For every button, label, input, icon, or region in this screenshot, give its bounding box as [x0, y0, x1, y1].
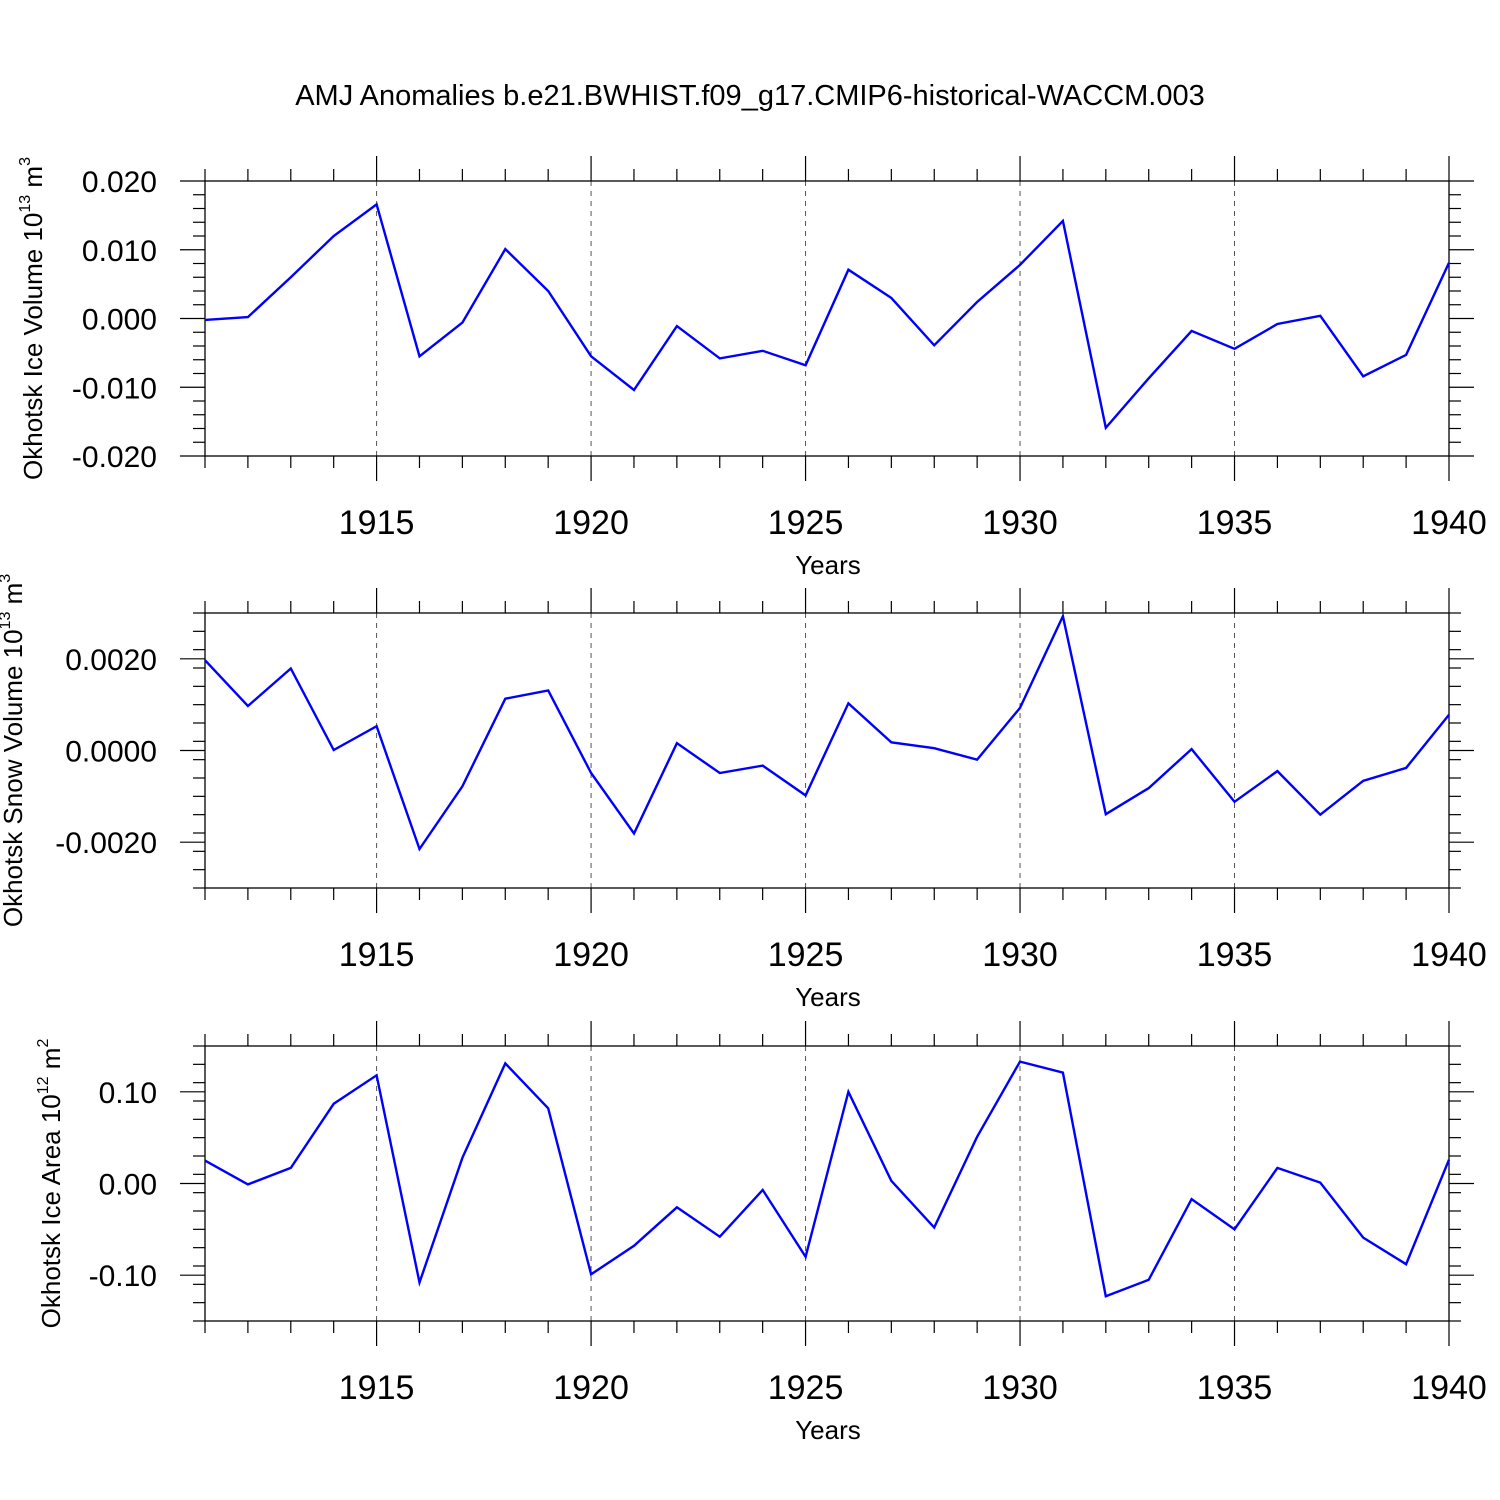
x-tick-label: 1935 [1197, 1369, 1273, 1407]
series-line [204, 1060, 1451, 1298]
x-tick-label: 1940 [1411, 1369, 1487, 1407]
y-axis-label-unit: m [0, 583, 28, 612]
x-tick-label: 1925 [768, 1369, 844, 1407]
y-tick-label: 0.0000 [65, 736, 157, 769]
x-tick-label: 1940 [1411, 504, 1487, 542]
y-tick-label: 0.0020 [65, 644, 157, 677]
x-tick-label: 1930 [982, 1369, 1058, 1407]
y-axis-label: Okhotsk Ice Area 1012 m2 [35, 1039, 66, 1329]
y-axis-label: Okhotsk Snow Volume 1013 m3 [0, 574, 28, 927]
x-tick-label: 1920 [553, 1369, 629, 1407]
y-tick-label: -0.020 [72, 441, 157, 474]
x-tick-label: 1915 [339, 1369, 415, 1407]
x-axis-label: Years [795, 1415, 861, 1445]
x-tick-label: 1915 [339, 936, 415, 974]
y-tick-label: 0.00 [99, 1169, 157, 1202]
x-tick-label: 1935 [1197, 504, 1273, 542]
series-line [204, 612, 1450, 852]
y-axis-label-unit-exponent: 3 [17, 157, 34, 166]
y-axis-label-unit-exponent: 2 [35, 1039, 52, 1048]
x-axis-label: Years [795, 982, 861, 1012]
y-axis-label-text: Okhotsk Ice Area 10 [36, 1094, 66, 1328]
y-tick-label: -0.10 [89, 1260, 157, 1293]
y-axis-label-text: Okhotsk Ice Volume 10 [18, 213, 48, 480]
y-tick-label: -0.010 [72, 372, 157, 405]
x-axis-label: Years [795, 550, 861, 580]
y-axis-label-unit: m [36, 1048, 66, 1077]
y-axis-label-exponent: 13 [17, 195, 34, 213]
y-axis-label-text: Okhotsk Snow Volume 10 [0, 629, 28, 927]
x-tick-label: 1920 [553, 504, 629, 542]
plot-frame [204, 1045, 1450, 1322]
y-axis-label-unit: m [18, 166, 48, 195]
y-tick-label: 0.000 [82, 304, 157, 337]
x-tick-label: 1930 [982, 936, 1058, 974]
x-tick-label: 1925 [768, 936, 844, 974]
y-tick-label: 0.10 [99, 1077, 157, 1110]
chart-panel-2: 0.0020 0.0000 -0.0020 1915 1920 1925 1930 1935 1… [0, 574, 1487, 1012]
y-axis-label-exponent: 13 [0, 612, 14, 630]
y-axis-label-exponent: 12 [35, 1076, 52, 1094]
y-tick-label: -0.0020 [55, 827, 157, 860]
x-tick-label: 1915 [339, 504, 415, 542]
chart-panel-3: 0.10 0.00 -0.10 1915 1920 1925 1930 1935 1940 Yea… [35, 1021, 1487, 1445]
x-tick-label: 1925 [768, 504, 844, 542]
chart-panel-1: 0.020 0.010 0.000 -0.010 -0.020 1915 1920 1925 1… [17, 156, 1487, 580]
y-tick-label: 0.010 [82, 235, 157, 268]
y-axis-label-unit-exponent: 3 [0, 574, 14, 583]
series-line [204, 202, 1451, 431]
x-tick-label: 1930 [982, 504, 1058, 542]
figure-title: AMJ Anomalies b.e21.BWHIST.f09_g17.CMIP6… [295, 80, 1205, 112]
y-tick-label: 0.020 [82, 166, 157, 199]
y-axis-label: Okhotsk Ice Volume 1013 m3 [17, 157, 48, 480]
x-tick-label: 1940 [1411, 936, 1487, 974]
x-tick-label: 1920 [553, 936, 629, 974]
x-tick-label: 1935 [1197, 936, 1273, 974]
